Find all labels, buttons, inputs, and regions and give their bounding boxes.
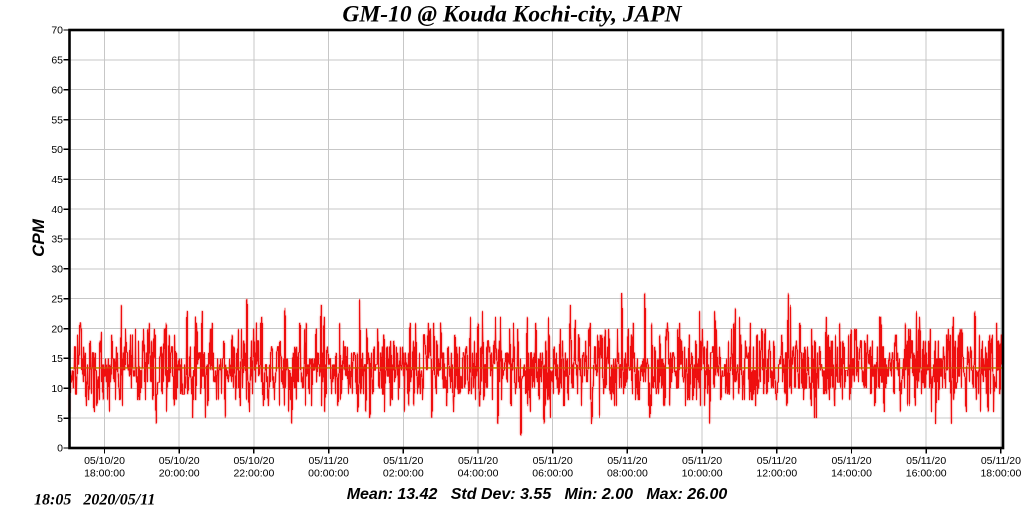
svg-text:Mean: 13.42 Std Dev: 3.55: Mean: 13.42 Std Dev: 3.55 Min: 2.00 Max:… [347, 486, 728, 503]
svg-text:18:00:00: 18:00:00 [980, 468, 1021, 480]
svg-text:65: 65 [51, 55, 63, 67]
svg-text:05/11/20: 05/11/20 [607, 455, 647, 467]
svg-text:35: 35 [51, 234, 63, 246]
svg-text:50: 50 [51, 144, 63, 156]
svg-text:05/11/20: 05/11/20 [383, 455, 423, 467]
svg-text:05/11/20: 05/11/20 [757, 455, 797, 467]
svg-text:18:00:00: 18:00:00 [84, 468, 125, 480]
svg-text:05/11/20: 05/11/20 [906, 455, 946, 467]
svg-text:0: 0 [57, 443, 63, 455]
svg-text:18:05 2020/05/11: 18:05 2020/05/11 [34, 492, 155, 509]
svg-text:04:00:00: 04:00:00 [458, 468, 499, 480]
svg-text:GM-10 @ Kouda Kochi-city, JAPN: GM-10 @ Kouda Kochi-city, JAPN [342, 2, 682, 28]
svg-text:05/11/20: 05/11/20 [981, 455, 1021, 467]
svg-text:20:00:00: 20:00:00 [159, 468, 200, 480]
svg-text:20: 20 [51, 323, 63, 335]
svg-text:02:00:00: 02:00:00 [383, 468, 424, 480]
svg-text:05/10/20: 05/10/20 [84, 455, 125, 467]
svg-text:60: 60 [51, 84, 63, 96]
svg-text:45: 45 [51, 174, 63, 186]
svg-text:10: 10 [51, 383, 63, 395]
svg-text:05/10/20: 05/10/20 [159, 455, 200, 467]
svg-text:05/11/20: 05/11/20 [682, 455, 722, 467]
svg-text:05/10/20: 05/10/20 [233, 455, 274, 467]
svg-text:40: 40 [51, 204, 63, 216]
svg-text:05/11/20: 05/11/20 [309, 455, 349, 467]
svg-text:55: 55 [51, 114, 63, 126]
svg-text:30: 30 [51, 264, 63, 276]
svg-text:15: 15 [51, 353, 63, 365]
svg-text:05/11/20: 05/11/20 [533, 455, 573, 467]
svg-text:5: 5 [57, 413, 63, 425]
svg-text:10:00:00: 10:00:00 [682, 468, 723, 480]
svg-text:05/11/20: 05/11/20 [831, 455, 871, 467]
svg-text:CPM: CPM [29, 218, 48, 257]
svg-text:05/11/20: 05/11/20 [458, 455, 498, 467]
svg-text:25: 25 [51, 293, 63, 305]
svg-text:16:00:00: 16:00:00 [906, 468, 947, 480]
svg-text:08:00:00: 08:00:00 [607, 468, 648, 480]
svg-text:00:00:00: 00:00:00 [308, 468, 349, 480]
svg-text:70: 70 [51, 25, 63, 37]
svg-text:14:00:00: 14:00:00 [831, 468, 872, 480]
svg-text:06:00:00: 06:00:00 [532, 468, 573, 480]
svg-text:22:00:00: 22:00:00 [233, 468, 274, 480]
svg-text:12:00:00: 12:00:00 [756, 468, 797, 480]
